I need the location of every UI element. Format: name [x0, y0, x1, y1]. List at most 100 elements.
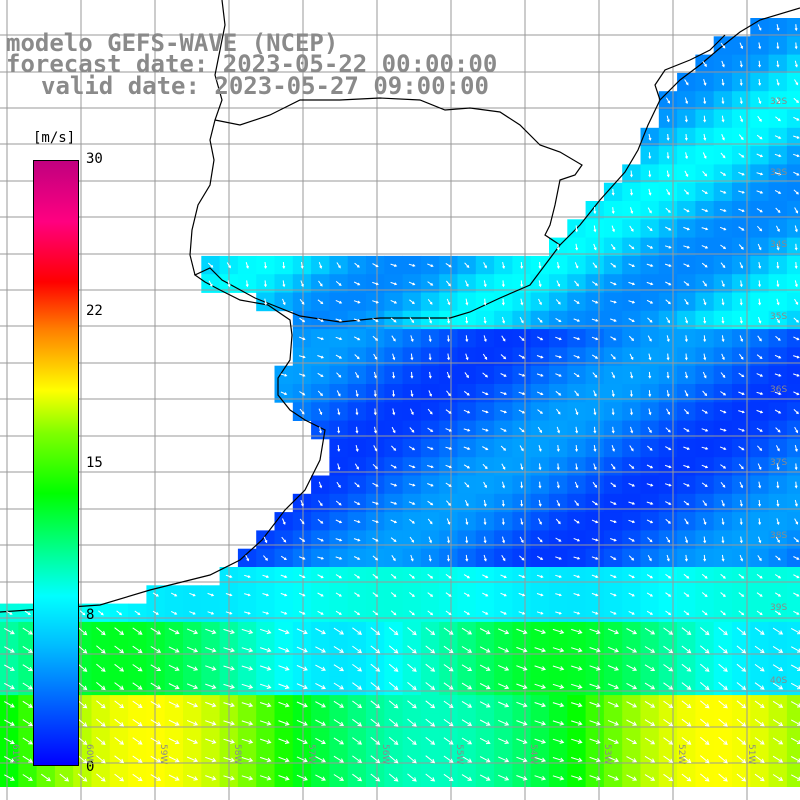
- colorbar-tick-15: 15: [86, 455, 103, 471]
- wind-arrow: [150, 664, 162, 671]
- wind-arrow: [684, 97, 689, 105]
- wind-arrow: [647, 426, 652, 434]
- wind-arrow: [591, 519, 599, 524]
- wind-arrow: [610, 262, 617, 268]
- wind-arrow: [681, 645, 692, 654]
- wind-arrow: [388, 736, 399, 746]
- wind-arrow: [684, 554, 688, 562]
- wind-arrow: [189, 611, 196, 615]
- wind-arrow: [573, 593, 581, 597]
- wind-arrow: [352, 645, 363, 654]
- wind-arrow: [589, 683, 601, 690]
- wind-arrow: [794, 60, 798, 68]
- wind-speed-cell: [786, 18, 800, 37]
- wind-arrow: [610, 244, 616, 250]
- wind-arrow: [428, 316, 432, 324]
- wind-speed-cell: [786, 274, 800, 293]
- wind-arrow: [538, 518, 542, 525]
- wind-arrow: [483, 280, 487, 288]
- wind-arrow: [573, 556, 581, 560]
- wind-arrow: [555, 593, 562, 597]
- wind-arrow: [720, 372, 726, 378]
- wind-arrow: [241, 757, 254, 763]
- wind-arrow: [739, 97, 743, 105]
- wind-arrow: [225, 574, 233, 578]
- wind-arrow: [702, 390, 708, 397]
- wind-arrow: [571, 628, 583, 635]
- wind-arrow: [296, 664, 308, 671]
- wind-arrow: [793, 592, 800, 597]
- wind-speed-cell: [786, 384, 800, 403]
- wind-arrow: [335, 610, 342, 615]
- wind-arrow: [482, 446, 489, 451]
- wind-arrow: [390, 501, 398, 505]
- wind-arrow: [186, 701, 199, 708]
- wind-arrow: [407, 663, 417, 672]
- wind-speed-cell: [786, 219, 800, 238]
- wind-arrow: [630, 371, 634, 379]
- wind-arrow: [538, 463, 542, 471]
- wind-arrow: [373, 371, 377, 379]
- wind-arrow: [607, 628, 619, 635]
- lat-label-40s: 40S: [770, 676, 788, 686]
- wind-arrow: [721, 134, 725, 141]
- wind-arrow: [772, 755, 784, 763]
- wind-vectors: [4, 24, 800, 782]
- wind-arrow: [646, 610, 654, 615]
- wind-arrow: [370, 737, 381, 745]
- wind-arrow: [425, 773, 436, 782]
- wind-arrow: [516, 756, 528, 763]
- wind-arrow: [482, 610, 489, 615]
- wind-arrow: [241, 702, 254, 708]
- wind-arrow: [408, 464, 416, 469]
- wind-arrow: [776, 481, 780, 489]
- wind-arrow: [610, 555, 617, 560]
- wind-arrow: [665, 427, 671, 433]
- wind-arrow: [701, 446, 709, 450]
- wind-arrow: [628, 610, 635, 615]
- wind-speed-cell: [786, 36, 800, 55]
- wind-arrow: [772, 682, 784, 690]
- wind-arrow: [536, 574, 544, 579]
- wind-arrow: [718, 663, 728, 672]
- wind-arrow: [774, 135, 782, 139]
- wind-arrow: [663, 755, 674, 763]
- wind-arrow: [794, 499, 798, 507]
- wind-arrow: [186, 628, 199, 635]
- wind-arrow: [241, 647, 254, 653]
- wind-arrow: [701, 208, 709, 213]
- wind-arrow: [168, 774, 180, 781]
- wind-arrow: [552, 665, 565, 671]
- wind-arrow: [537, 426, 543, 434]
- wind-arrow: [409, 610, 415, 616]
- wind-arrow: [425, 682, 436, 691]
- wind-arrow: [446, 335, 450, 343]
- wind-speed-cell: [786, 72, 800, 92]
- wind-arrow: [701, 464, 709, 469]
- wind-arrow: [699, 718, 710, 727]
- wind-arrow: [4, 756, 15, 763]
- wind-arrow: [683, 482, 690, 487]
- wind-arrow: [720, 42, 726, 49]
- wind-arrow: [390, 483, 398, 487]
- wind-arrow: [500, 445, 507, 451]
- wind-arrow: [315, 701, 326, 708]
- wind-arrow: [607, 701, 619, 708]
- wind-arrow: [592, 262, 598, 269]
- wind-arrow: [134, 610, 141, 616]
- wind-speed-cell: [786, 310, 800, 330]
- wind-arrow: [663, 737, 674, 745]
- wind-arrow: [756, 373, 764, 377]
- wind-arrow: [114, 663, 125, 672]
- wind-arrow: [756, 153, 764, 158]
- wind-arrow: [648, 152, 652, 160]
- wind-arrow: [739, 298, 743, 306]
- wind-arrow: [758, 79, 762, 86]
- wind-arrow: [699, 773, 710, 782]
- wind-arrow: [410, 408, 414, 416]
- wind-arrow: [703, 133, 707, 141]
- wind-arrow: [482, 463, 488, 470]
- wind-arrow: [77, 773, 88, 782]
- wind-arrow: [24, 610, 31, 615]
